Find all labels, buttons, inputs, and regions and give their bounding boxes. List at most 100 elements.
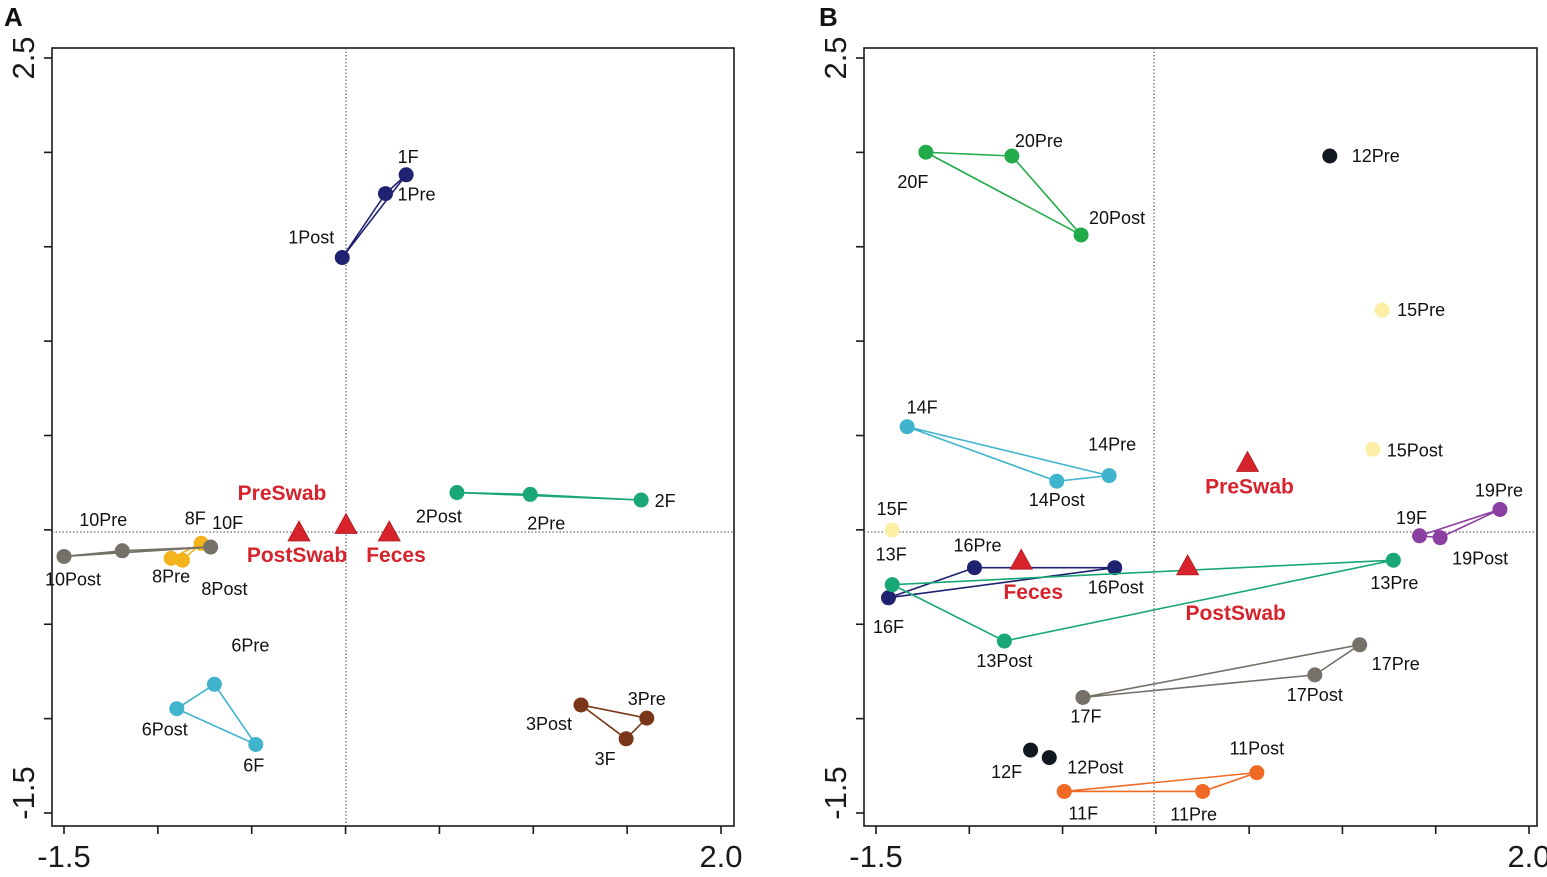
point-label: 12F (991, 762, 1022, 782)
point-label: 6Post (142, 720, 188, 740)
group-outline (580, 704, 648, 740)
point-label: 10Pre (79, 510, 127, 530)
x-tick-label: 2.0 (699, 839, 742, 874)
sample-point (573, 697, 589, 713)
sample-point (880, 590, 896, 606)
panel-label: B (819, 2, 838, 32)
y-tick-label: 2.5 (6, 36, 41, 79)
point-label: 20F (897, 172, 928, 192)
sample-point (449, 485, 465, 501)
environment-vector-marker (1235, 450, 1260, 472)
group-outline (341, 174, 407, 259)
sample-point (1056, 783, 1072, 799)
x-tick-label: -1.5 (849, 839, 902, 874)
environment-vector-label: PostSwab (247, 544, 347, 567)
point-label: 19Post (1452, 549, 1508, 569)
sample-point (1352, 637, 1368, 653)
sample-point (174, 552, 190, 568)
point-label: 11Pre (1170, 804, 1217, 824)
point-label: 6F (243, 755, 264, 775)
point-label: 20Post (1089, 208, 1145, 228)
point-label: 13Post (976, 651, 1032, 671)
group-outline (891, 559, 1395, 642)
point-label: 12Post (1067, 758, 1123, 778)
point-label: 3F (595, 749, 616, 769)
environment-vector-label: Feces (1003, 581, 1063, 604)
point-label: 10Post (45, 569, 101, 589)
y-tick-label: -1.5 (6, 766, 41, 819)
sample-point (206, 676, 222, 692)
point-label: 1Post (288, 228, 334, 248)
point-label: 16Pre (953, 536, 1001, 556)
sample-point (1049, 473, 1065, 489)
point-label: 10F (212, 513, 243, 533)
sample-point (1023, 742, 1039, 758)
point-label: 14Pre (1088, 435, 1136, 455)
sample-point (1101, 468, 1117, 484)
sample-point (918, 144, 934, 160)
point-label: 13F (876, 545, 907, 565)
group-outline (456, 491, 642, 501)
group-outline (176, 683, 257, 746)
sample-point (1365, 441, 1381, 457)
panel-label: A (4, 2, 23, 32)
point-label: 2Pre (527, 513, 565, 533)
environment-vector-label: PostSwab (1185, 602, 1285, 625)
point-label: 3Post (526, 714, 572, 734)
sample-point (884, 577, 900, 593)
sample-point (203, 539, 219, 555)
sample-point (1432, 530, 1448, 546)
point-label: 17Post (1287, 685, 1343, 705)
sample-point (1374, 302, 1390, 318)
sample-point (1249, 765, 1265, 781)
point-label: 12Pre (1352, 146, 1400, 166)
plot-frame (863, 47, 1538, 827)
point-label: 16F (873, 617, 904, 637)
sample-point (899, 419, 915, 435)
point-label: 14Post (1029, 490, 1085, 510)
sample-point (1492, 501, 1508, 517)
point-label: 13Pre (1370, 573, 1418, 593)
sample-point (522, 486, 538, 502)
x-tick-label: -1.5 (37, 839, 90, 874)
environment-vector-marker (334, 512, 358, 534)
y-tick-label: 2.5 (818, 36, 853, 79)
sample-point (618, 731, 634, 747)
point-label: 6Pre (231, 635, 269, 655)
plot-frame (51, 47, 735, 827)
sample-point (966, 560, 982, 576)
point-label: 3Pre (628, 689, 666, 709)
sample-point (163, 550, 179, 566)
group-outline (1063, 771, 1258, 793)
sample-point (398, 167, 414, 183)
point-label: 2Post (416, 507, 462, 527)
point-label: 8F (185, 508, 206, 528)
sample-point (1385, 552, 1401, 568)
panel-b: B -1.5 2.0 2.5 -1.5 16Pre 16Post 16F 13F 13Pre 13P… (818, 2, 1547, 874)
sample-point (248, 736, 264, 752)
sample-point (1073, 227, 1089, 243)
point-label: 1Pre (397, 185, 435, 205)
environment-vector-marker (1009, 548, 1033, 570)
point-label: 20Pre (1015, 131, 1063, 151)
environment-vector-marker (377, 520, 401, 542)
point-label: 17Pre (1372, 654, 1420, 674)
point-label: 14F (907, 398, 938, 418)
point-label: 15F (877, 499, 908, 519)
point-label: 19F (1396, 508, 1427, 528)
group-outline (925, 151, 1082, 236)
sample-point (334, 250, 350, 266)
point-label: 16Post (1088, 578, 1144, 598)
point-label: 11F (1068, 803, 1098, 823)
point-label: 11Post (1229, 739, 1284, 759)
group-outline (1418, 508, 1501, 539)
group-outline (1082, 643, 1361, 699)
sample-point (377, 186, 393, 202)
group-outline (63, 546, 212, 558)
sample-point (1307, 667, 1323, 683)
point-label: 15Pre (1397, 300, 1445, 320)
group-outline (906, 425, 1110, 483)
sample-point (1107, 560, 1123, 576)
sample-point (169, 701, 185, 717)
point-label: 8Pre (152, 566, 190, 586)
